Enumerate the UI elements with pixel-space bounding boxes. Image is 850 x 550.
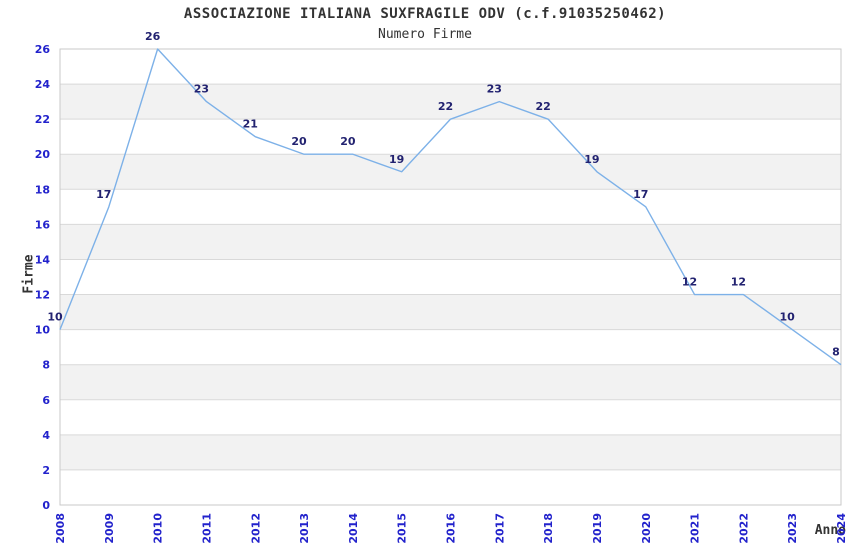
point-label: 10 bbox=[47, 311, 63, 324]
y-tick-label: 16 bbox=[35, 218, 51, 231]
y-tick-label: 12 bbox=[35, 289, 50, 302]
x-tick-label: 2021 bbox=[689, 513, 702, 544]
plot-band bbox=[60, 434, 841, 470]
point-label: 23 bbox=[487, 83, 502, 96]
x-tick-label: 2016 bbox=[445, 513, 458, 544]
x-tick-label: 2022 bbox=[737, 513, 750, 544]
y-tick-label: 24 bbox=[35, 78, 51, 91]
point-label: 21 bbox=[243, 118, 258, 131]
y-tick-label: 22 bbox=[35, 113, 50, 126]
y-tick-label: 2 bbox=[42, 464, 50, 477]
x-tick-label: 2018 bbox=[542, 513, 555, 544]
point-label: 17 bbox=[96, 188, 111, 201]
x-tick-label: 2014 bbox=[347, 513, 360, 544]
y-tick-label: 18 bbox=[35, 183, 50, 196]
point-label: 12 bbox=[731, 276, 746, 289]
plot-band bbox=[60, 224, 841, 260]
x-tick-label: 2013 bbox=[298, 513, 311, 544]
point-label: 19 bbox=[584, 153, 599, 166]
x-axis-label: Anno bbox=[814, 523, 846, 538]
plot-band bbox=[60, 84, 841, 120]
x-tick-label: 2017 bbox=[493, 513, 506, 544]
point-label: 8 bbox=[832, 346, 840, 359]
x-tick-label: 2009 bbox=[103, 513, 116, 544]
y-tick-label: 14 bbox=[35, 253, 51, 266]
x-tick-label: 2012 bbox=[249, 513, 262, 544]
point-label: 12 bbox=[682, 276, 697, 289]
chart-title: ASSOCIAZIONE ITALIANA SUXFRAGILE ODV (c.… bbox=[183, 6, 667, 22]
point-label: 26 bbox=[145, 30, 161, 43]
x-tick-label: 2011 bbox=[200, 513, 213, 544]
point-label: 20 bbox=[291, 135, 307, 148]
point-label: 17 bbox=[633, 188, 648, 201]
data-line bbox=[59, 48, 842, 366]
chart-subtitle: Numero Firme bbox=[378, 27, 472, 42]
x-tick-label: 2015 bbox=[396, 513, 409, 544]
point-label: 23 bbox=[194, 83, 209, 96]
x-tick-label: 2024 bbox=[835, 513, 848, 544]
y-tick-label: 6 bbox=[42, 394, 50, 407]
y-tick-label: 8 bbox=[42, 359, 50, 372]
x-tick-label: 2019 bbox=[591, 513, 604, 544]
y-tick-label: 20 bbox=[35, 148, 51, 161]
x-tick-label: 2023 bbox=[786, 513, 799, 544]
point-label: 20 bbox=[340, 135, 356, 148]
x-tick-label: 2020 bbox=[640, 513, 653, 544]
plot-band bbox=[60, 364, 841, 400]
plot-band bbox=[60, 294, 841, 330]
plot-band bbox=[60, 154, 841, 190]
y-tick-label: 10 bbox=[35, 324, 51, 337]
point-label: 22 bbox=[535, 100, 550, 113]
point-label: 19 bbox=[389, 153, 404, 166]
y-tick-label: 4 bbox=[42, 429, 50, 442]
point-label: 22 bbox=[438, 100, 453, 113]
plot-frame bbox=[59, 48, 842, 506]
x-tick-label: 2008 bbox=[54, 513, 67, 544]
y-tick-label: 0 bbox=[42, 499, 50, 512]
y-tick-label: 26 bbox=[35, 43, 51, 56]
point-label: 10 bbox=[780, 311, 796, 324]
x-tick-label: 2010 bbox=[152, 513, 165, 544]
